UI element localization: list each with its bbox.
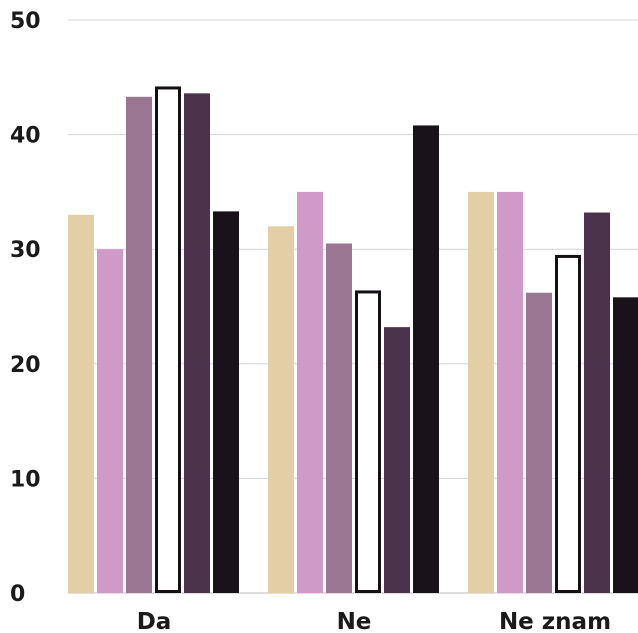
y-axis-ticks: 0 10 20 30 40 50 — [10, 9, 41, 607]
bar — [155, 86, 181, 594]
y-tick-label: 40 — [10, 124, 41, 149]
bar — [355, 290, 381, 593]
bar — [384, 327, 410, 593]
bar — [497, 191, 523, 593]
bar — [526, 292, 552, 593]
gridlines — [68, 19, 638, 594]
bar — [213, 211, 239, 593]
bar — [555, 254, 581, 593]
x-category-label: Da — [137, 609, 172, 633]
bar — [126, 96, 152, 594]
bars — [68, 86, 638, 594]
bar — [68, 214, 94, 593]
bar — [584, 212, 610, 593]
y-tick-label: 10 — [10, 467, 41, 492]
x-axis-categories: Da Ne Ne znam — [137, 609, 611, 633]
y-tick-label: 50 — [10, 9, 41, 34]
bar — [268, 226, 294, 593]
bar — [297, 191, 323, 593]
bar — [613, 297, 638, 593]
x-category-label: Ne — [337, 609, 372, 633]
bar — [413, 125, 439, 593]
bar — [97, 249, 123, 593]
bar — [184, 93, 210, 594]
bar — [326, 243, 352, 593]
y-tick-label: 20 — [10, 353, 41, 378]
bar — [468, 191, 494, 593]
y-tick-label: 30 — [10, 238, 41, 263]
x-category-label: Ne znam — [499, 609, 611, 633]
y-tick-label: 0 — [10, 582, 25, 607]
